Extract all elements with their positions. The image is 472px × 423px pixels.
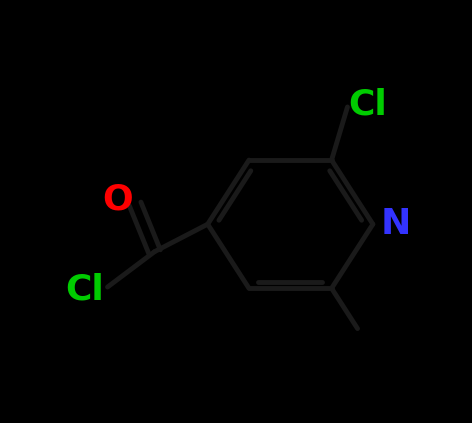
- Text: O: O: [102, 183, 133, 217]
- Text: N: N: [380, 207, 411, 241]
- Text: Cl: Cl: [348, 88, 387, 122]
- Text: Cl: Cl: [66, 272, 104, 306]
